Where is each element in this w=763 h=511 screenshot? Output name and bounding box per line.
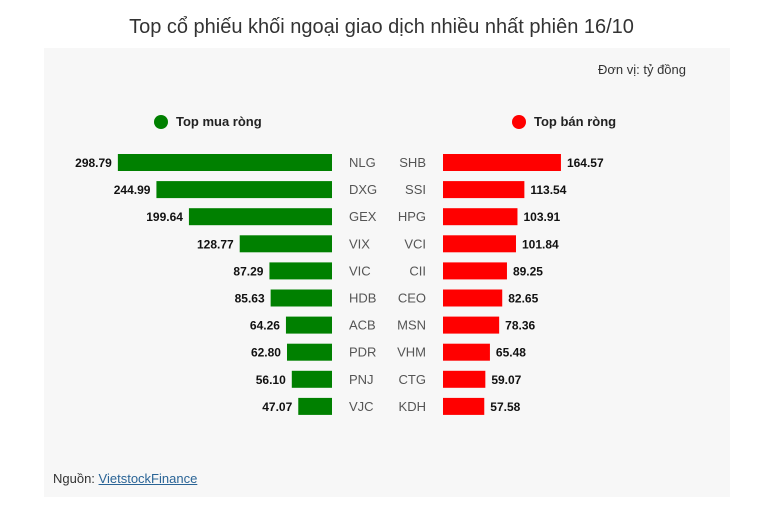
unit-label: Đơn vị: tỷ đồng — [597, 62, 686, 77]
sell-value-label: 113.54 — [530, 183, 566, 197]
legend-buy-label: Top mua ròng — [176, 114, 262, 129]
buy-value-label: 244.99 — [114, 183, 151, 197]
buy-value-label: 62.80 — [251, 346, 281, 360]
buy-bar-vix — [239, 235, 332, 253]
buy-value-label: 56.10 — [256, 373, 286, 387]
legend-buy: Top mua ròng — [154, 114, 262, 129]
sell-value-label: 103.91 — [523, 210, 560, 224]
sell-bar-msn — [443, 316, 500, 334]
sell-bar-shb — [443, 154, 561, 171]
buy-ticker-label: HDB — [349, 291, 376, 306]
sell-bar-ceo — [443, 289, 503, 307]
sell-bar-cii — [443, 262, 507, 280]
buy-ticker-label: DXG — [349, 182, 377, 197]
buy-bar-hdb — [270, 289, 332, 307]
buy-bar-pnj — [291, 370, 332, 388]
chart-panel: Đơn vị: tỷ đồng Top mua ròng Top bán ròn… — [44, 48, 730, 497]
sell-bar-ssi — [443, 181, 525, 199]
sell-ticker-label: CII — [409, 263, 426, 278]
buy-value-label: 87.29 — [233, 264, 263, 278]
buy-ticker-label: PNJ — [349, 372, 374, 387]
buy-value-label: 85.63 — [235, 292, 265, 306]
sell-value-label: 89.25 — [513, 264, 543, 278]
buy-bar-dxg — [156, 181, 332, 199]
buy-value-label: 64.26 — [250, 319, 280, 333]
sell-bar-kdh — [443, 397, 485, 415]
sell-bar-vci — [443, 235, 516, 253]
source-link[interactable]: VietstockFinance — [98, 471, 198, 486]
sell-ticker-label: HPG — [398, 209, 426, 224]
buy-bar-nlg — [117, 154, 333, 171]
buy-value-label: 199.64 — [146, 210, 183, 224]
sell-ticker-label: MSN — [397, 318, 426, 333]
buy-value-label: 47.07 — [262, 400, 292, 414]
sell-bar-ctg — [443, 370, 486, 388]
legend-sell-dot — [512, 114, 526, 129]
sell-value-label: 164.57 — [567, 156, 604, 170]
source-line: Nguồn: VietstockFinance — [53, 471, 197, 486]
sell-value-label: 78.36 — [505, 319, 535, 333]
buy-value-label: 298.79 — [75, 156, 112, 170]
buy-ticker-label: VIX — [349, 236, 370, 251]
buy-ticker-label: PDR — [349, 345, 376, 360]
sell-value-label: 82.65 — [508, 292, 538, 306]
sell-ticker-label: CTG — [399, 372, 426, 387]
buy-value-label: 128.77 — [197, 237, 234, 251]
buy-bar-vic — [269, 262, 332, 280]
sell-bar-vhm — [443, 343, 490, 361]
sell-value-label: 57.58 — [490, 400, 520, 414]
sell-value-label: 65.48 — [496, 346, 526, 360]
buy-bar-gex — [188, 208, 332, 226]
sell-ticker-label: VCI — [404, 236, 426, 251]
sell-ticker-label: SHB — [399, 155, 426, 170]
buy-ticker-label: VIC — [349, 263, 371, 278]
sell-value-label: 59.07 — [491, 373, 521, 387]
legend-sell: Top bán ròng — [512, 114, 616, 129]
buy-bar-acb — [285, 316, 332, 334]
buy-bar-pdr — [286, 343, 332, 361]
sell-value-label: 101.84 — [522, 237, 559, 251]
sell-ticker-label: VHM — [397, 345, 426, 360]
legend-buy-dot — [154, 114, 168, 129]
buy-ticker-label: VJC — [349, 399, 374, 414]
sell-ticker-label: CEO — [398, 291, 426, 306]
buy-ticker-label: ACB — [349, 318, 376, 333]
sell-ticker-label: KDH — [399, 399, 426, 414]
buy-ticker-label: NLG — [349, 155, 376, 170]
sell-bar-hpg — [443, 208, 518, 226]
sell-ticker-label: SSI — [405, 182, 426, 197]
legend-sell-label: Top bán ròng — [534, 114, 617, 129]
page-title: Top cổ phiếu khối ngoại giao dịch nhiều … — [129, 16, 634, 38]
buy-ticker-label: GEX — [349, 209, 377, 224]
buy-bar-vjc — [298, 397, 332, 415]
source-label: Nguồn: — [53, 471, 95, 486]
